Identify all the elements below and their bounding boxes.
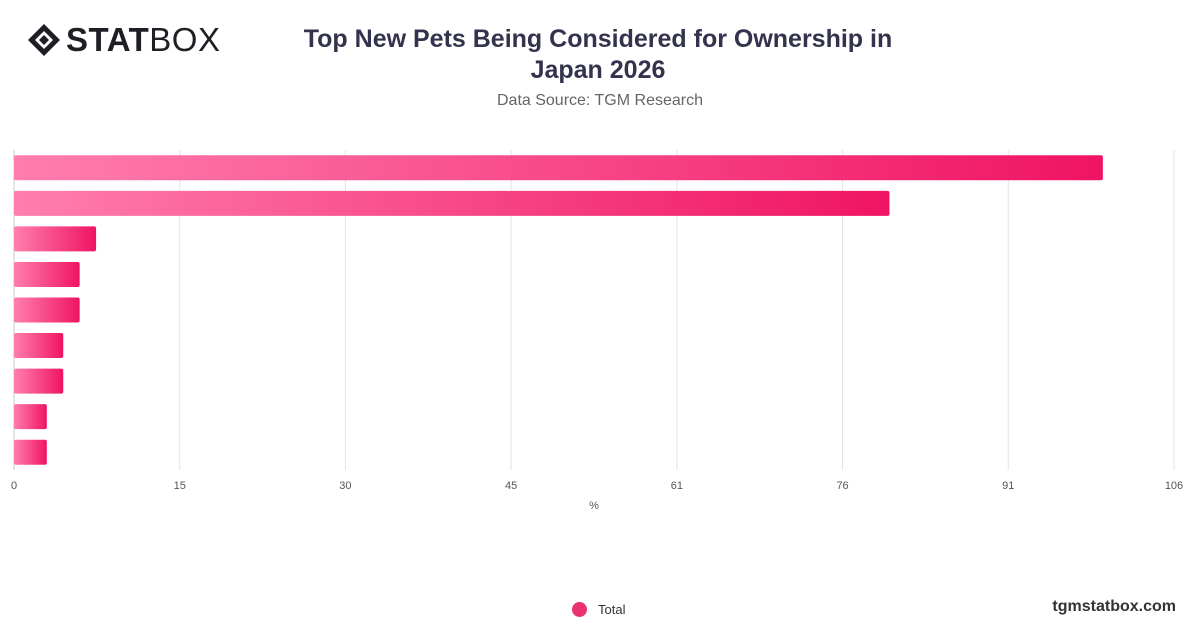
chart-title: Top New Pets Being Considered for Owners… (303, 25, 893, 84)
site-url: tgmstatbox.com (1052, 598, 1176, 615)
x-tick-label: 106 (1165, 480, 1183, 492)
statbox-logo: STATBOX (26, 22, 220, 58)
logo-text-bold: STAT (66, 21, 150, 58)
legend[interactable]: Total (572, 602, 625, 617)
x-tick-label: 76 (836, 480, 848, 492)
legend-label: Total (598, 602, 626, 617)
bar[interactable] (14, 261, 80, 287)
bar[interactable] (14, 404, 47, 430)
bar[interactable] (14, 368, 64, 394)
logo-text: STATBOX (66, 22, 220, 58)
legend-dot-icon (572, 602, 587, 617)
bar[interactable] (14, 297, 80, 323)
chart-subtitle: Data Source: TGM Research (496, 92, 703, 109)
x-tick-label: 61 (671, 480, 683, 492)
x-tick-label: 0 (11, 480, 17, 492)
x-tick-label: 15 (174, 480, 186, 492)
x-tick-label: 30 (339, 480, 351, 492)
logo-text-light: BOX (149, 21, 221, 58)
x-tick-label: 91 (1002, 480, 1014, 492)
bar[interactable] (14, 190, 890, 216)
bar[interactable] (14, 333, 64, 359)
x-axis-label: % (589, 500, 599, 512)
bar[interactable] (14, 439, 47, 465)
x-tick-label: 45 (505, 480, 517, 492)
statbox-diamond-icon (28, 24, 60, 56)
bar[interactable] (14, 155, 1103, 181)
bar[interactable] (14, 226, 97, 252)
